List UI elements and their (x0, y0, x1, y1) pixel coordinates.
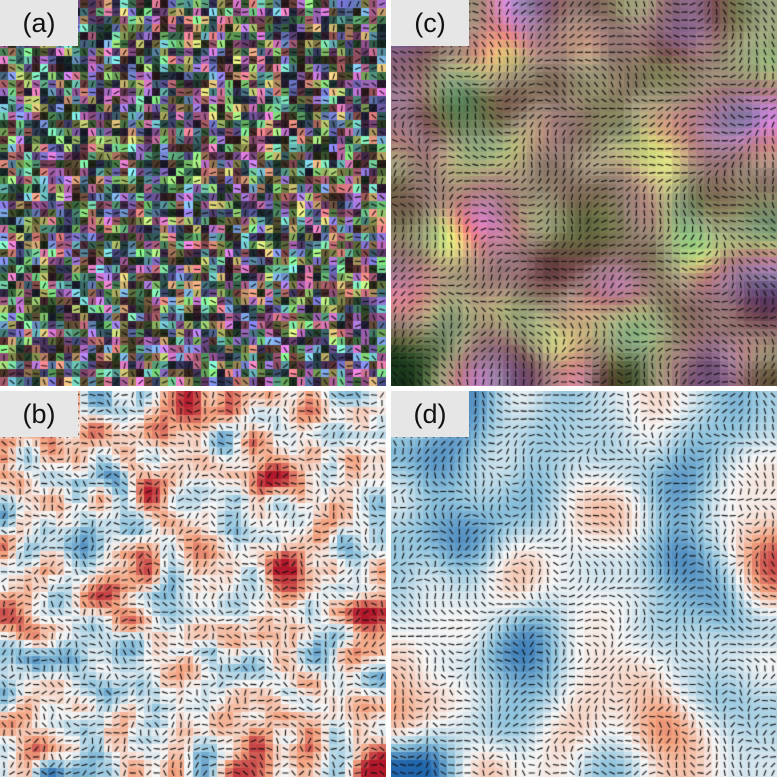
panel-a: (a) (0, 0, 386, 386)
panel-d: (d) (391, 391, 777, 777)
field-plot-d (391, 391, 777, 777)
panel-label-c: (c) (391, 0, 469, 46)
panel-b: (b) (0, 391, 386, 777)
panel-label-a: (a) (0, 0, 78, 46)
panel-c: (c) (391, 0, 777, 386)
field-plot-b (0, 391, 386, 777)
panel-label-d: (d) (391, 391, 469, 437)
panel-label-b: (b) (0, 391, 78, 437)
field-plot-c (391, 0, 777, 386)
field-plot-a (0, 0, 386, 386)
